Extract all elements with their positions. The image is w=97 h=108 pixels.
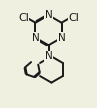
Text: N: N	[58, 33, 65, 43]
Text: N: N	[45, 10, 52, 20]
Text: Cl: Cl	[68, 13, 79, 23]
Text: Cl: Cl	[18, 13, 29, 23]
Text: N: N	[45, 51, 52, 61]
Text: N: N	[32, 33, 39, 43]
